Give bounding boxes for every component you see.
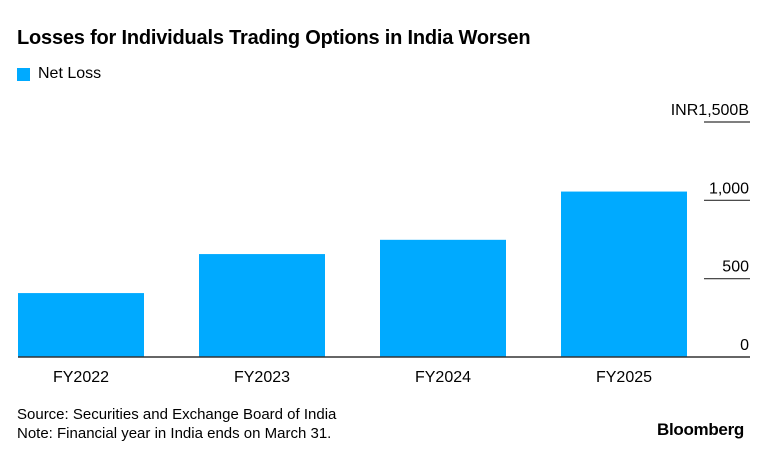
x-tick-label: FY2023 xyxy=(234,369,290,386)
chart-footer: Source: Securities and Exchange Board of… xyxy=(17,405,336,443)
y-tick-label: 1,000 xyxy=(709,180,749,197)
bar-fy2022 xyxy=(18,293,144,357)
chart-title: Losses for Individuals Trading Options i… xyxy=(17,27,531,49)
x-tick-label: FY2025 xyxy=(596,369,652,386)
footnote: Note: Financial year in India ends on Ma… xyxy=(17,425,332,442)
bar-fy2025 xyxy=(561,191,687,357)
legend-label: Net Loss xyxy=(38,65,102,82)
y-tick-label: INR1,500B xyxy=(671,102,749,119)
bar-fy2023 xyxy=(199,254,325,357)
legend: Net Loss xyxy=(17,65,101,83)
bloomberg-logo: Bloomberg xyxy=(656,420,744,439)
x-tick-label: FY2024 xyxy=(415,369,471,386)
source-note: Source: Securities and Exchange Board of… xyxy=(17,406,337,423)
legend-swatch xyxy=(17,67,30,81)
x-tick-label: FY2022 xyxy=(53,369,109,386)
bar-fy2024 xyxy=(380,239,506,357)
y-tick-label: 500 xyxy=(722,259,749,276)
y-tick-label: 0 xyxy=(740,337,749,354)
